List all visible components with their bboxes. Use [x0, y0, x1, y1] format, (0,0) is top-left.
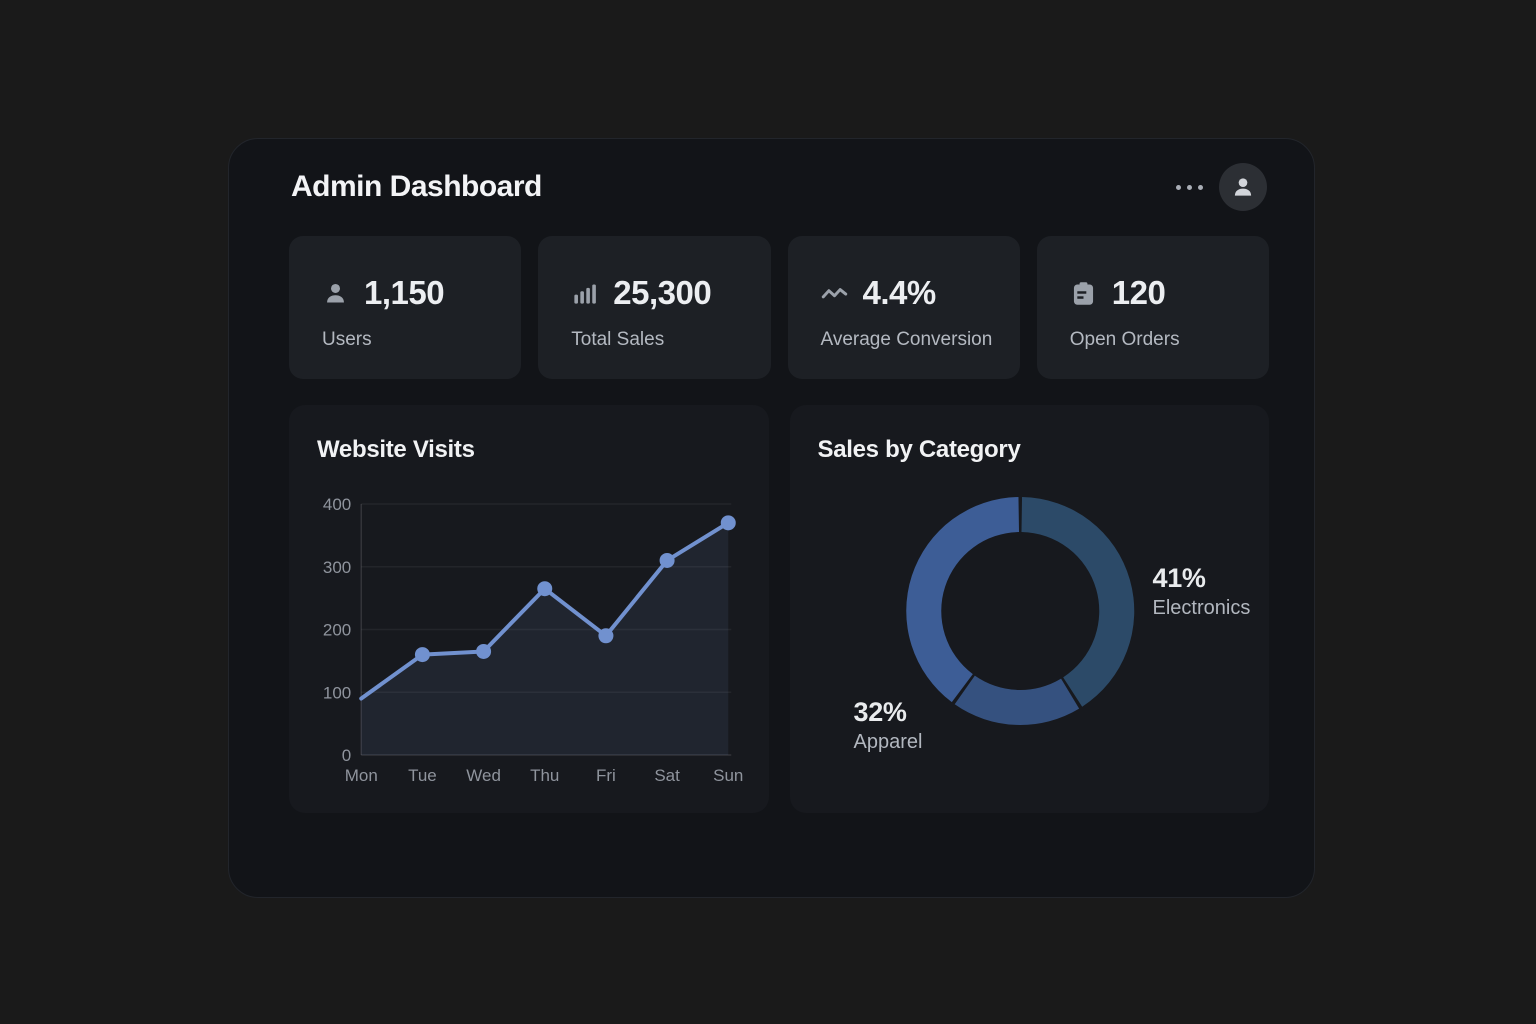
stat-label: Open Orders	[1069, 329, 1180, 350]
svg-text:Wed: Wed	[466, 766, 501, 785]
donut-callout-apparel: 32% Apparel	[854, 697, 923, 754]
sales-donut-chart	[905, 497, 1134, 725]
svg-text:400: 400	[323, 495, 351, 514]
trend-icon	[821, 280, 848, 307]
ellipsis-icon	[1186, 184, 1192, 190]
svg-text:Sun: Sun	[713, 766, 743, 785]
svg-text:300: 300	[323, 558, 351, 577]
stat-value: 4.4%	[862, 274, 937, 311]
user-icon	[1230, 174, 1256, 200]
website-visits-card: Website Visits 0 100 200 300 400 Mon Tue Wed Thu…	[289, 405, 769, 813]
stat-label: Users	[322, 329, 372, 350]
segment-label: Apparel	[853, 731, 923, 753]
svg-text:100: 100	[323, 683, 351, 702]
more-options-button[interactable]	[1167, 167, 1211, 207]
ellipsis-icon	[1197, 184, 1203, 190]
stat-label: Average Conversion	[820, 329, 993, 350]
clipboard-icon	[1070, 280, 1097, 307]
stat-value: 25,300	[613, 274, 712, 311]
page-title: Admin Dashboard	[291, 170, 542, 203]
svg-text:0: 0	[342, 746, 351, 765]
website-visits-line-chart: 0 100 200 300 400 Mon Tue Wed Thu Fri Sat Sun	[323, 495, 744, 785]
chart-title: Sales by Category	[817, 436, 1021, 463]
avatar[interactable]	[1219, 163, 1267, 211]
bar-chart-icon	[571, 280, 598, 307]
stats-row: 1,150 Users 25,300 Total Sales	[289, 236, 1269, 379]
svg-text:Thu: Thu	[530, 766, 559, 785]
stat-value: 1,150	[364, 274, 445, 311]
stat-card-total-sales: 25,300 Total Sales	[538, 236, 771, 379]
segment-percent: 41%	[1152, 563, 1206, 593]
stat-label: Total Sales	[571, 329, 665, 350]
svg-text:200: 200	[323, 621, 351, 640]
svg-text:Sat: Sat	[654, 766, 680, 785]
svg-text:Fri: Fri	[596, 766, 616, 785]
chart-title: Website Visits	[317, 436, 475, 463]
segment-label: Electronics	[1152, 597, 1251, 619]
dashboard-panel: Admin Dashboard 1,150 Use	[228, 138, 1315, 898]
charts-row: Website Visits 0 100 200 300 400 Mon Tue Wed Thu…	[289, 405, 1269, 813]
segment-percent: 32%	[853, 697, 907, 727]
ellipsis-icon	[1175, 184, 1181, 190]
user-icon	[322, 280, 349, 307]
stat-card-open-orders: 120 Open Orders	[1036, 236, 1269, 379]
svg-text:Mon: Mon	[345, 766, 378, 785]
svg-text:Tue: Tue	[408, 766, 437, 785]
sales-by-category-card: Sales by Category 41% Electronics 32% Ap…	[789, 405, 1269, 813]
stat-value: 120	[1111, 274, 1166, 311]
donut-callout-electronics: 41% Electronics	[1153, 563, 1251, 620]
stat-card-average-conversion: 4.4% Average Conversion	[787, 236, 1020, 379]
stat-card-users: 1,150 Users	[289, 236, 522, 379]
